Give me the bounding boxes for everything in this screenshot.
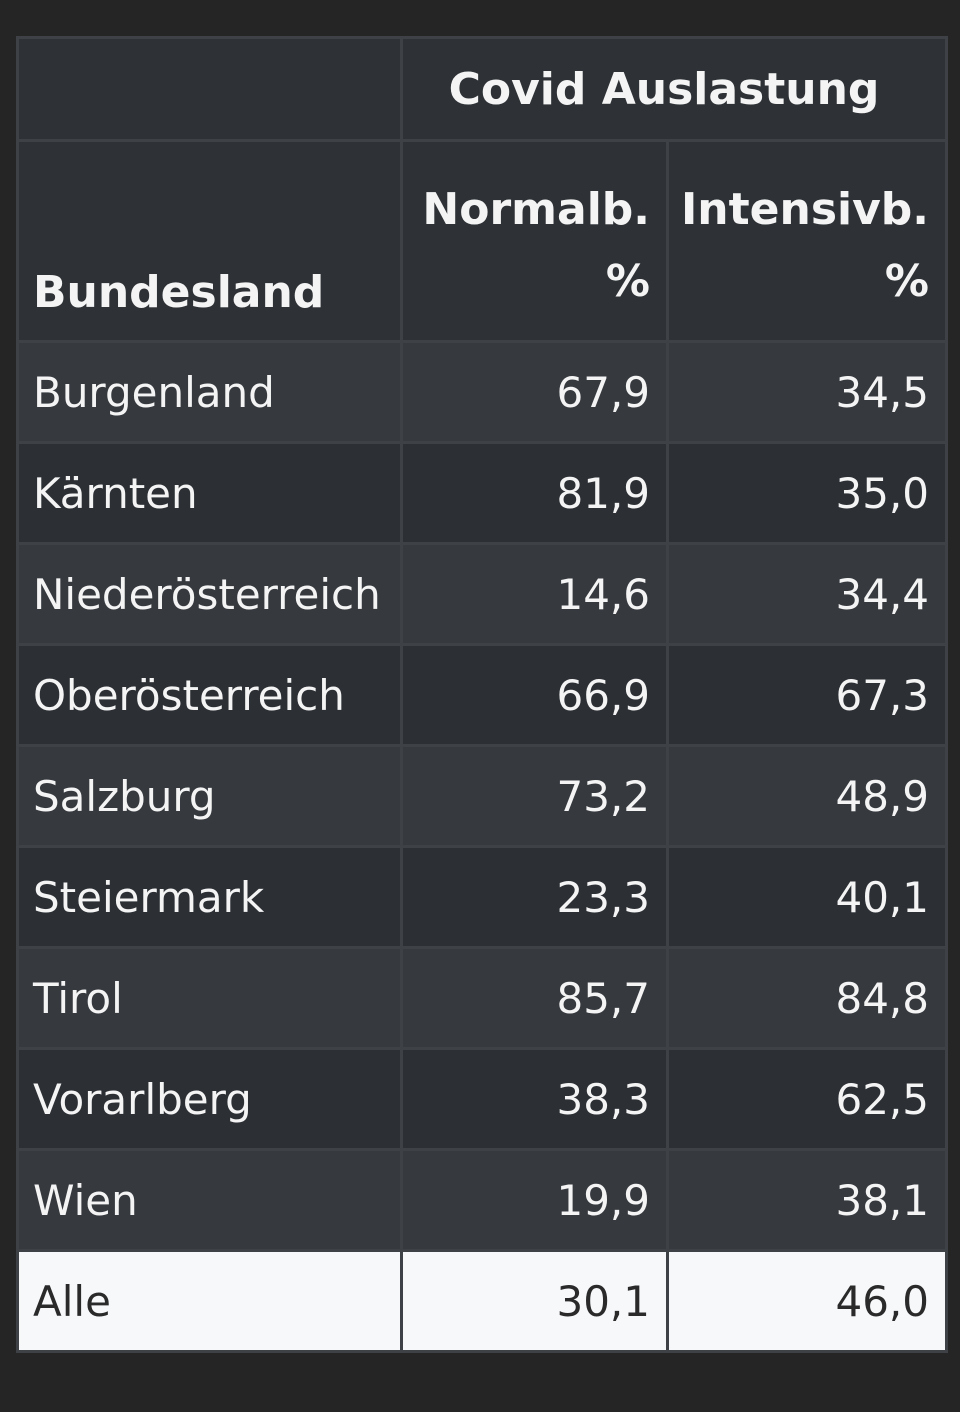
region-cell: Oberösterreich (16, 643, 403, 747)
group-header: Covid Auslastung (400, 36, 948, 142)
intensive-value-cell: 40,1 (666, 845, 948, 949)
table-row: Steiermark 23,3 40,1 (16, 845, 948, 949)
total-normal-value-cell: 30,1 (400, 1249, 669, 1353)
region-cell: Vorarlberg (16, 1047, 403, 1151)
normal-value-cell: 19,9 (400, 1148, 669, 1252)
region-cell: Niederösterreich (16, 542, 403, 646)
empty-header-cell (16, 36, 403, 142)
region-cell: Kärnten (16, 441, 403, 545)
normal-value-cell: 23,3 (400, 845, 669, 949)
column-header-intensive-line2: % (884, 256, 929, 307)
table-row: Salzburg 73,2 48,9 (16, 744, 948, 848)
column-header-normal: Normalb.% (400, 139, 669, 343)
intensive-value-cell: 48,9 (666, 744, 948, 848)
total-row: Alle 30,1 46,0 (16, 1249, 948, 1353)
intensive-value-cell: 67,3 (666, 643, 948, 747)
normal-value-cell: 67,9 (400, 340, 669, 444)
intensive-value-cell: 34,5 (666, 340, 948, 444)
total-intensive-value-cell: 46,0 (666, 1249, 948, 1353)
table-row: Vorarlberg 38,3 62,5 (16, 1047, 948, 1151)
table-row: Kärnten 81,9 35,0 (16, 441, 948, 545)
normal-value-cell: 81,9 (400, 441, 669, 545)
region-cell: Tirol (16, 946, 403, 1050)
column-header-region: Bundesland (16, 139, 403, 343)
column-header-normal-line1: Normalb. (422, 184, 650, 235)
table-body: Burgenland 67,9 34,5 Kärnten 81,9 35,0 N… (16, 340, 948, 1353)
normal-value-cell: 38,3 (400, 1047, 669, 1151)
table-row: Tirol 85,7 84,8 (16, 946, 948, 1050)
column-header-intensive-line1: Intensivb. (680, 184, 929, 235)
table-row: Burgenland 67,9 34,5 (16, 340, 948, 444)
normal-value-cell: 66,9 (400, 643, 669, 747)
normal-value-cell: 85,7 (400, 946, 669, 1050)
normal-value-cell: 73,2 (400, 744, 669, 848)
column-header-intensive: Intensivb.% (666, 139, 948, 343)
intensive-value-cell: 62,5 (666, 1047, 948, 1151)
group-header-row: Covid Auslastung (16, 36, 948, 142)
region-cell: Wien (16, 1148, 403, 1252)
normal-value-cell: 14,6 (400, 542, 669, 646)
table-row: Wien 19,9 38,1 (16, 1148, 948, 1252)
column-header-normal-line2: % (605, 256, 650, 307)
region-cell: Steiermark (16, 845, 403, 949)
intensive-value-cell: 38,1 (666, 1148, 948, 1252)
total-region-cell: Alle (16, 1249, 403, 1353)
group-header-label: Covid Auslastung (448, 63, 880, 115)
intensive-value-cell: 84,8 (666, 946, 948, 1050)
hospital-occupancy-table: Covid Auslastung Bundesland Normalb.% In… (16, 36, 948, 1353)
region-cell: Salzburg (16, 744, 403, 848)
table-row: Niederösterreich 14,6 34,4 (16, 542, 948, 646)
region-cell: Burgenland (16, 340, 403, 444)
intensive-value-cell: 34,4 (666, 542, 948, 646)
column-header-row: Bundesland Normalb.% Intensivb.% (16, 139, 948, 343)
intensive-value-cell: 35,0 (666, 441, 948, 545)
table-row: Oberösterreich 66,9 67,3 (16, 643, 948, 747)
